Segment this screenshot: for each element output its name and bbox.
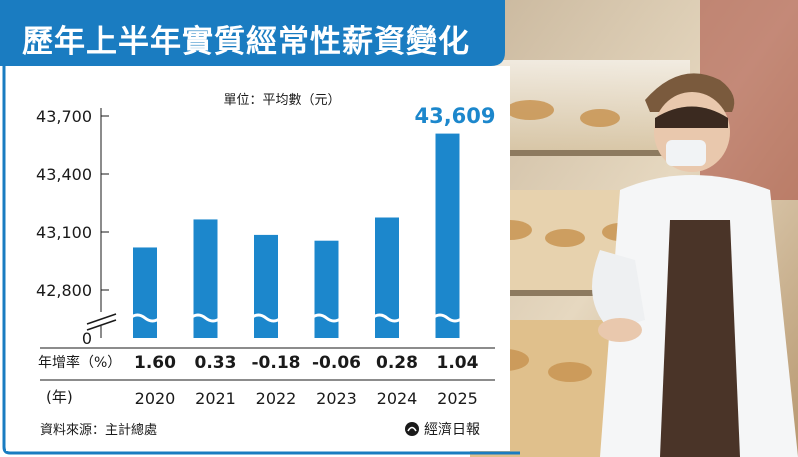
bar-2020 (133, 247, 157, 338)
axis-break-marks (129, 313, 464, 323)
unit-label: 單位：平均數（元） (223, 93, 340, 108)
highlight-value-label: 43,609 (414, 104, 495, 128)
bar-break-wave (129, 313, 161, 323)
x-label-2023: 2023 (316, 389, 357, 408)
growth-rate-2022: -0.18 (252, 353, 301, 373)
bar-break-wave (310, 313, 343, 323)
x-axis-labels: 2020 2021 2022 2023 2024 2025 (135, 389, 478, 408)
x-label-2020: 2020 (135, 389, 176, 408)
title-bar-shape (0, 0, 505, 66)
bar-break-wave (431, 313, 464, 323)
title-bar: 歷年上半年實質經常性薪資變化 (0, 0, 505, 66)
axis-break-slash (86, 319, 117, 331)
bar-break-wave (371, 313, 403, 323)
publisher-logo-text: 經濟日報 (424, 422, 480, 438)
bar-2025 (435, 133, 460, 338)
data-source: 資料來源：主計總處 (40, 423, 158, 438)
x-label-2022: 2022 (256, 389, 297, 408)
growth-rate-2020: 1.60 (134, 353, 176, 373)
x-label-2025: 2025 (437, 389, 478, 408)
y-tick-label: 43,400 (36, 165, 92, 184)
growth-rate-2021: 0.33 (195, 353, 237, 373)
y-tick-label: 43,100 (36, 223, 92, 242)
x-label-2021: 2021 (195, 389, 236, 408)
bars-group (133, 133, 460, 338)
growth-rates-row: 1.60 0.33 -0.18 -0.06 0.28 1.04 (134, 353, 479, 373)
y-tick-label-zero: 0 (82, 329, 92, 348)
frame-border (2, 66, 520, 455)
bar-2023 (314, 240, 339, 338)
growth-rate-2023: -0.06 (312, 353, 361, 373)
growth-rate-2024: 0.28 (376, 353, 418, 373)
bar-break-wave (189, 313, 222, 323)
growth-rate-label: 年增率（%） (38, 354, 121, 371)
publisher-logo: 經濟日報 (404, 419, 480, 439)
y-tick-label: 42,800 (36, 281, 92, 300)
page-title: 歷年上半年實質經常性薪資變化 (22, 24, 470, 60)
y-axis: 43,700 43,400 43,100 42,800 0 (36, 107, 117, 348)
x-label-2024: 2024 (377, 389, 418, 408)
udn-logo-icon (405, 422, 419, 436)
y-tick-label: 43,700 (36, 107, 92, 126)
axis-break-slash (86, 313, 117, 325)
x-unit-label: (年) (46, 388, 73, 406)
growth-rate-2025: 1.04 (437, 353, 479, 373)
bar-break-wave (250, 313, 282, 323)
bar-2022 (254, 234, 278, 338)
